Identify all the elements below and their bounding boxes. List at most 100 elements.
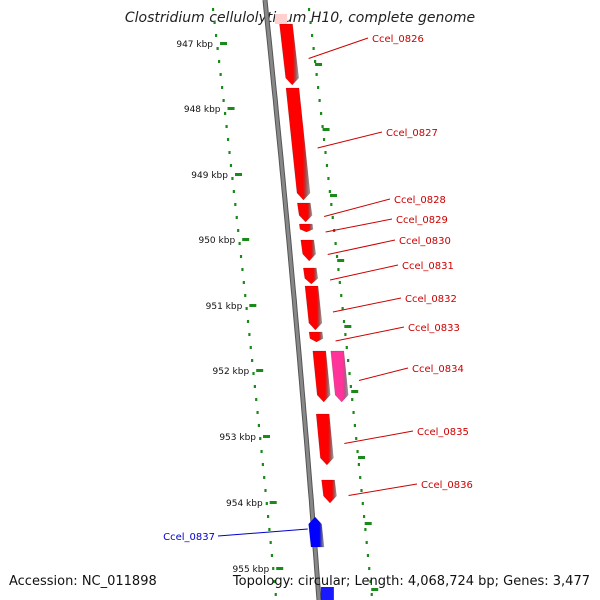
gene-label: Ccel_0827: [386, 128, 438, 139]
right-scale-dot: [355, 437, 358, 440]
left-scale-dot: [241, 268, 244, 271]
left-scale-dot: [238, 242, 241, 245]
right-scale-dot: [365, 541, 368, 544]
gene-arrow: [303, 267, 319, 285]
scale-major-tick: [256, 369, 264, 372]
scale-label: 948 kbp: [184, 105, 221, 115]
right-scale-dot: [315, 73, 318, 76]
left-scale-dot: [269, 541, 272, 544]
left-scale-dot: [237, 229, 240, 232]
scale-major-tick: [358, 456, 366, 459]
left-scale-dot: [255, 398, 258, 401]
right-scale-dot: [309, 21, 312, 24]
scale-major-tick: [276, 567, 284, 570]
left-scale-dot: [219, 73, 222, 76]
scale-major-tick: [220, 42, 228, 45]
right-scale-dot: [338, 281, 341, 284]
left-scale-dot: [259, 437, 262, 440]
right-scale-dot: [317, 86, 320, 89]
gene-label-leader: [327, 239, 396, 255]
gene-arrow: [308, 331, 324, 343]
gene-label-leader: [344, 430, 414, 444]
gene-label-leader: [325, 218, 393, 233]
gene-arrow: [299, 223, 314, 233]
right-scale-dot: [344, 333, 347, 336]
gene-label: Ccel_0834: [412, 364, 464, 375]
left-scale-dot: [251, 359, 254, 362]
left-scale-dot: [266, 515, 270, 518]
gene-label-leader: [324, 198, 391, 217]
right-scale-dot: [359, 476, 362, 479]
left-scale-dot: [260, 450, 263, 453]
gene-label-leader: [317, 131, 383, 149]
left-scale-dot: [246, 320, 250, 323]
right-scale-dot: [361, 502, 364, 505]
right-scale-dot: [334, 242, 337, 245]
left-scale-dot: [268, 528, 271, 531]
right-scale-dot: [345, 346, 348, 349]
gene-arrow: [308, 516, 325, 548]
right-scale-dot: [318, 99, 321, 102]
left-scale-dot: [261, 463, 264, 466]
scale-major-tick: [344, 325, 352, 328]
right-scale-dot: [324, 151, 327, 154]
left-scale-dot: [253, 385, 256, 388]
scale-major-tick: [249, 304, 257, 307]
scale-major-tick: [322, 128, 330, 131]
left-scale-dot: [221, 86, 224, 89]
right-scale-dot: [312, 47, 315, 50]
left-scale-dot: [270, 554, 274, 557]
left-scale-dot: [273, 580, 276, 583]
left-scale-dot: [248, 333, 251, 336]
left-scale-dot: [211, 8, 215, 11]
gene-label: Ccel_0831: [402, 261, 454, 272]
partial-gene-fragment: [275, 14, 288, 24]
left-scale-dot: [265, 502, 268, 505]
right-scale-dot: [360, 489, 363, 492]
gene-label-leader: [308, 37, 369, 59]
left-scale-dot: [252, 372, 255, 375]
right-scale-dot: [342, 320, 346, 323]
gene-label: Ccel_0828: [394, 195, 446, 206]
gene-label: Ccel_0833: [408, 323, 460, 334]
right-scale-dot: [352, 411, 355, 414]
genome-stats-text: Topology: circular; Length: 4,068,724 bp…: [232, 574, 590, 589]
right-scale-dot: [322, 138, 326, 141]
left-scale-dot: [249, 346, 252, 349]
genome-backbone-highlight: [263, 0, 321, 600]
left-scale-dot: [218, 60, 221, 63]
gene-label: Ccel_0837: [163, 532, 215, 543]
scale-label: 952 kbp: [213, 367, 250, 377]
right-scale-dot: [362, 515, 366, 518]
scale-label: 950 kbp: [198, 236, 235, 246]
left-scale-dot: [274, 593, 277, 596]
gene-arrow: [297, 202, 313, 223]
gene-label-leader: [358, 367, 409, 381]
scale-major-tick: [337, 259, 345, 262]
scale-label: 947 kbp: [176, 40, 213, 50]
right-scale-dot: [368, 567, 371, 570]
scale-major-tick: [242, 238, 250, 241]
right-scale-dot: [337, 268, 340, 271]
scale-label: 951 kbp: [206, 302, 243, 312]
left-scale-dot: [226, 138, 230, 141]
gene-label-leader: [329, 264, 399, 281]
gene-label: Ccel_0829: [396, 215, 448, 226]
right-scale-dot: [366, 554, 370, 557]
left-scale-dot: [234, 203, 237, 206]
scale-label: 955 kbp: [233, 565, 270, 575]
gene-arrow: [279, 23, 299, 86]
right-scale-dot: [347, 359, 350, 362]
gene-label-leader: [335, 326, 405, 342]
gene-label: Ccel_0830: [399, 236, 451, 247]
map-title: Clostridium cellulolyticum H10, complete…: [124, 10, 476, 26]
gene-arrow-red-block: [312, 350, 331, 403]
left-scale-dot: [232, 190, 235, 193]
left-scale-dot: [242, 281, 245, 284]
gene-arrow: [300, 239, 316, 262]
left-scale-dot: [214, 34, 218, 37]
right-scale-dot: [351, 398, 354, 401]
gene-label: Ccel_0826: [372, 34, 424, 45]
left-scale-dot: [257, 424, 260, 427]
scale-label: 949 kbp: [191, 171, 228, 181]
